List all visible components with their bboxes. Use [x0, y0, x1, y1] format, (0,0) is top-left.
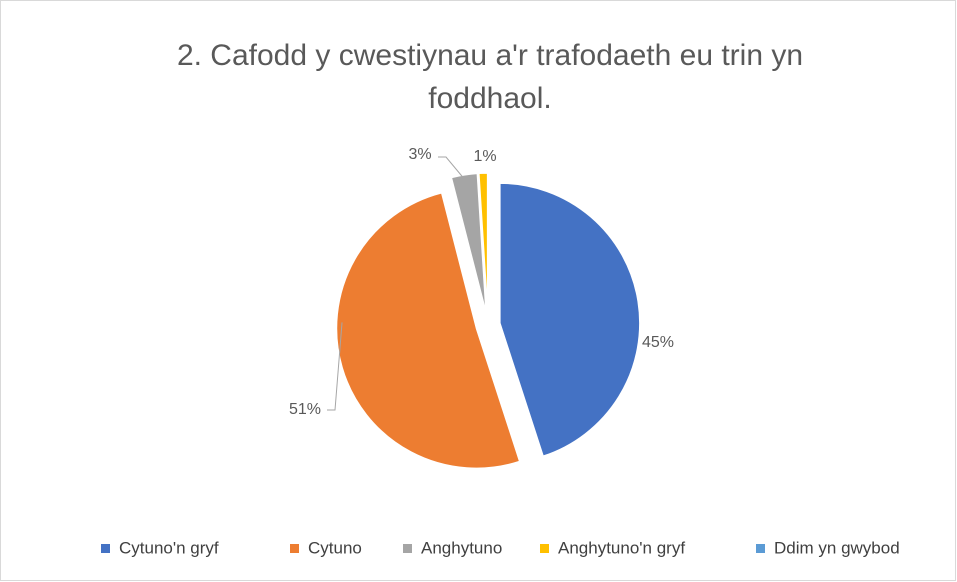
pie-slice — [478, 172, 489, 314]
legend-swatch — [540, 544, 549, 553]
pie-slice — [499, 182, 641, 458]
leader-line — [438, 156, 465, 180]
legend-label: Anghytuno — [421, 538, 502, 557]
legend-label: Cytuno'n gryf — [119, 538, 219, 557]
chart-title: 2. Cafodd y cwestiynau a'r trafodaeth eu… — [177, 39, 803, 115]
data-label: 1% — [473, 148, 496, 165]
legend-swatch — [403, 544, 412, 553]
data-label: 3% — [408, 146, 431, 163]
legend-swatch — [101, 544, 110, 553]
legend-swatch — [756, 544, 765, 553]
pie-slice — [450, 172, 487, 314]
legend-label: Ddim yn gwybod — [774, 538, 900, 557]
data-label: 45% — [642, 334, 674, 351]
legend-swatch — [290, 544, 299, 553]
pie-slice — [335, 191, 521, 470]
legend-label: Anghytuno'n gryf — [558, 538, 685, 557]
data-label: 51% — [289, 401, 321, 418]
leader-line — [327, 322, 343, 411]
legend-label: Cytuno — [308, 538, 362, 557]
